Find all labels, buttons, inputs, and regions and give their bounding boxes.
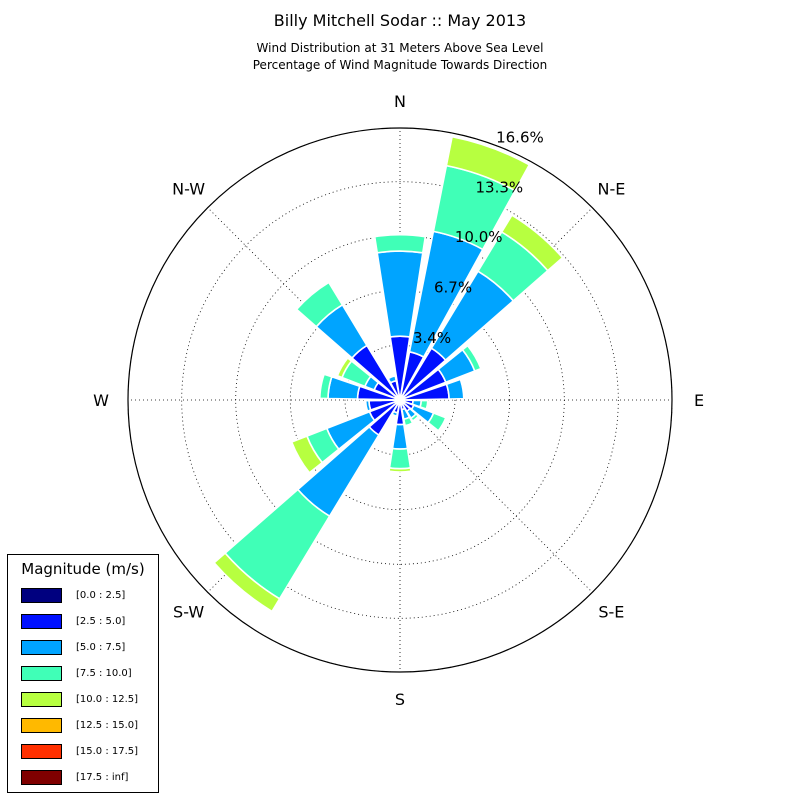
direction-bar [290, 399, 401, 474]
bar-segment [295, 281, 344, 328]
bar-segment [364, 399, 372, 413]
legend-label: [10.0 : 12.5] [76, 694, 139, 705]
bar-segment [318, 373, 333, 400]
bar-segment [445, 135, 531, 192]
chart-subtitle-line-1: Wind Distribution at 31 Meters Above Sea… [256, 41, 544, 55]
bar-segment [391, 423, 409, 450]
ring-label: 10.0% [455, 228, 503, 246]
direction-bar [399, 378, 465, 401]
ring-label: 6.7% [434, 279, 472, 297]
direction-label-s: S [395, 690, 405, 709]
outer-circle [127, 127, 673, 673]
direction-label-ne: N-E [597, 180, 625, 199]
legend-label: [7.5 : 10.0] [76, 668, 132, 679]
ring-label: 3.4% [413, 329, 451, 347]
direction-label-n: N [394, 92, 406, 111]
bar-segment [388, 466, 412, 473]
legend-swatch [21, 614, 62, 629]
bar-segment [336, 356, 353, 379]
bar-segment [388, 447, 412, 470]
legend-label: [15.0 : 17.5] [76, 746, 139, 757]
legend-label: [0.0 : 2.5] [76, 590, 126, 601]
legend-swatch [21, 692, 62, 707]
bar-segment [402, 416, 414, 427]
direction-bar [399, 135, 531, 401]
legend-label: [17.5 : inf] [76, 772, 129, 783]
bar-segment [409, 412, 420, 423]
ring-label: 13.3% [476, 178, 524, 196]
direction-label-w: W [93, 391, 109, 410]
bar-segment [461, 344, 482, 373]
legend-swatch [21, 770, 62, 785]
bar-segment [387, 374, 398, 384]
direction-label-nw: N-W [172, 180, 205, 199]
bar-segment [445, 378, 465, 400]
legend-swatch [21, 744, 62, 759]
direction-label-e: E [694, 391, 704, 410]
bar-segment [373, 234, 427, 254]
legend-swatch [21, 640, 62, 655]
direction-label-sw: S-W [173, 602, 204, 621]
direction-bar [387, 374, 401, 401]
direction-bar [212, 399, 401, 613]
grid-ring [181, 181, 619, 619]
direction-bar [295, 281, 401, 401]
legend-swatch [21, 666, 62, 681]
bar-segment [290, 435, 324, 474]
grid-ring [235, 235, 565, 565]
ring-label: 16.6% [496, 129, 544, 147]
magnitude-legend: Magnitude (m/s) [0.0 : 2.5] [2.5 : 5.0] [5… [7, 554, 159, 793]
legend-swatch [21, 718, 62, 733]
direction-bar [399, 214, 564, 401]
chart-subtitle-line-2: Percentage of Wind Magnitude Towards Dir… [252, 58, 548, 72]
bar-segment [500, 214, 564, 272]
wind-bars [212, 135, 564, 613]
legend-label: [5.0 : 7.5] [76, 642, 126, 653]
bar-segment [419, 399, 429, 411]
bar-segment [426, 411, 447, 432]
legend-title: Magnitude (m/s) [21, 560, 145, 578]
direction-bar [388, 399, 412, 473]
legend-label: [12.5 : 15.0] [76, 720, 139, 731]
bar-segment [212, 551, 281, 613]
spoke-line [399, 399, 593, 593]
legend-label: [2.5 : 5.0] [76, 616, 126, 627]
chart-title: Billy Mitchell Sodar :: May 2013 [273, 11, 527, 30]
direction-label-se: S-E [598, 602, 624, 621]
legend-swatch [21, 588, 62, 603]
grid-ring [344, 344, 456, 456]
polar-labels: 3.4% 6.7% 10.0% 13.3% 16.6% N N-E E S-E S S-W W N-W [93, 92, 704, 709]
